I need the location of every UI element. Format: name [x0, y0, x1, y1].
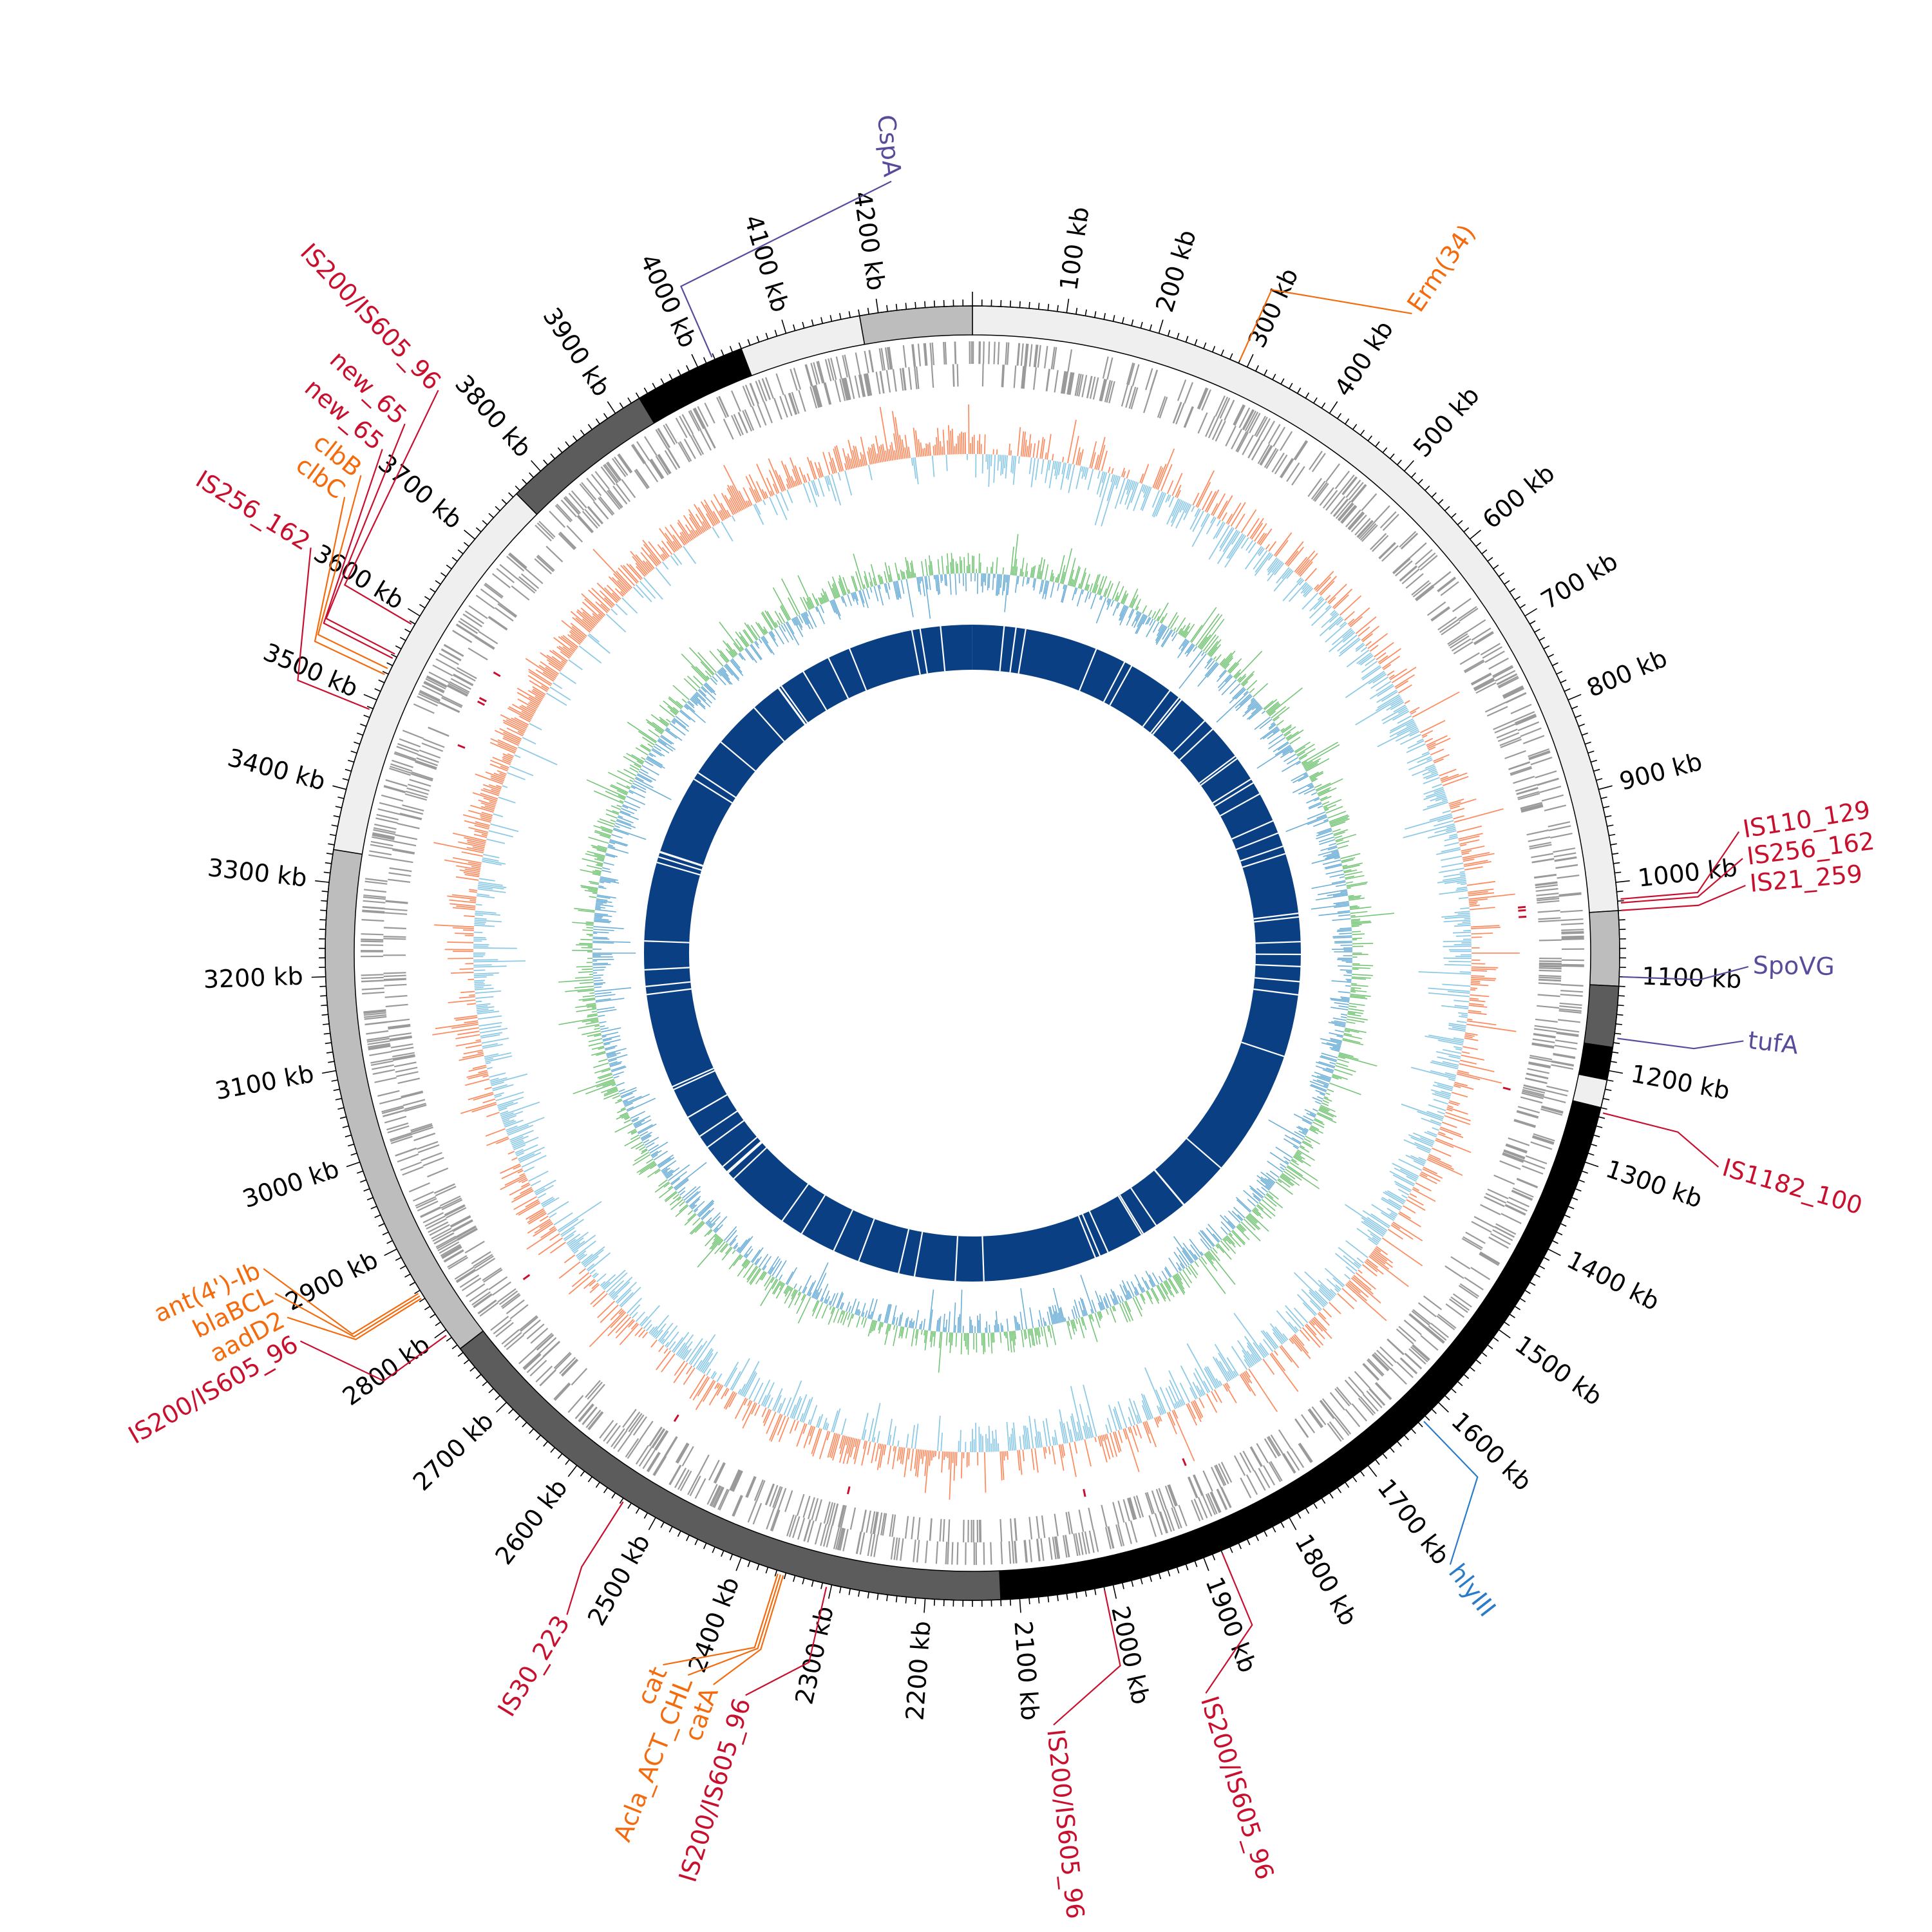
cds-marks [360, 341, 1585, 1566]
feature-connector [1205, 1553, 1253, 1694]
feature-connector [1622, 965, 1749, 981]
feature-label: SpoVG [1752, 951, 1835, 981]
feature-mark [478, 697, 487, 703]
feature-connector [287, 1298, 422, 1341]
feature-label: tufA [1747, 1026, 1800, 1060]
feature-connector [1617, 1037, 1744, 1050]
gc-skew-track [558, 534, 1394, 1373]
feature-label: CspA [872, 113, 907, 178]
feature-connector [1621, 884, 1746, 911]
feature-connector [680, 180, 892, 357]
gc-skew-negative [592, 573, 1353, 1334]
feature-connector [1423, 1421, 1479, 1565]
feature-marks [457, 671, 1527, 1497]
feature-mark [522, 1274, 531, 1280]
feature-connector [323, 449, 393, 659]
gc-content-positive [432, 404, 1520, 1500]
gc-skew-positive [558, 534, 1394, 1373]
feature-connector [314, 497, 385, 676]
feature-mark [457, 744, 466, 749]
gene-ring [360, 341, 1585, 1566]
feature-connector [687, 1574, 782, 1676]
contig-segment [1589, 910, 1620, 987]
feature-connector [274, 1293, 421, 1338]
feature-mark [673, 1414, 679, 1422]
feature-connector [1620, 858, 1743, 904]
feature-mark [1519, 915, 1527, 918]
feature-connector [745, 1586, 828, 1696]
feature-mark [1518, 909, 1526, 912]
contig-segment [1578, 1042, 1614, 1081]
feature-connector [299, 1334, 447, 1382]
feature-connector [1602, 1112, 1719, 1168]
feature-connector [263, 1268, 419, 1335]
feature-mark [477, 700, 486, 706]
axis-ticks [311, 292, 1634, 1613]
blast-identity-ring [643, 625, 1302, 1282]
feature-connector [1239, 289, 1412, 361]
feature-mark [846, 1486, 851, 1495]
feature-mark [1502, 1086, 1511, 1091]
feature-mark [493, 671, 501, 677]
feature-connector [343, 390, 439, 625]
feature-connector [1053, 1589, 1121, 1726]
feature-connector [663, 1573, 779, 1666]
feature-connector [317, 475, 388, 669]
feature-connector [566, 1501, 624, 1615]
feature-connector [713, 1575, 784, 1685]
feature-connector [1620, 831, 1740, 900]
gc-content-negative [473, 453, 1472, 1453]
gc-content-track [432, 404, 1520, 1500]
feature-connector [325, 423, 406, 655]
feature-mark [1182, 1458, 1187, 1466]
tick-label: 3200 kb [203, 961, 303, 994]
feature-mark [1083, 1488, 1086, 1497]
feature-connector [297, 547, 370, 710]
contig-ring [325, 305, 1620, 1601]
blast-ring-gaps [644, 626, 1302, 1282]
